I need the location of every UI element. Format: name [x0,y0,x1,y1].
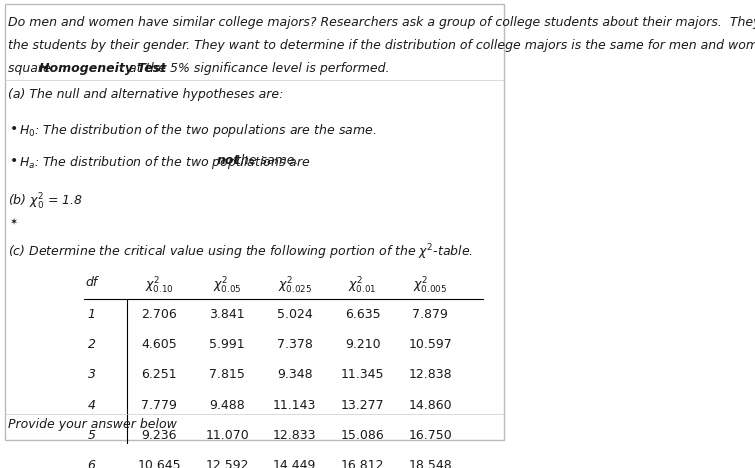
Text: 9.236: 9.236 [142,429,177,442]
Text: ✶: ✶ [9,217,17,227]
Text: 5.991: 5.991 [209,338,245,351]
Text: Provide your answer below: Provide your answer below [8,417,177,431]
Text: $\chi^2_{0.005}$: $\chi^2_{0.005}$ [413,276,448,296]
Text: 16.812: 16.812 [341,459,384,468]
Text: 16.750: 16.750 [408,429,452,442]
Text: $\chi^2_{0.01}$: $\chi^2_{0.01}$ [348,276,377,296]
Text: square: square [8,62,54,75]
Text: 10.597: 10.597 [408,338,452,351]
Text: $\chi^2_{0.10}$: $\chi^2_{0.10}$ [145,276,174,296]
Text: Homogeneity Test: Homogeneity Test [39,62,166,75]
Text: not: not [217,154,240,167]
Text: the students by their gender. They want to determine if the distribution of coll: the students by their gender. They want … [8,39,755,51]
Text: df: df [85,276,98,289]
Text: 9.210: 9.210 [345,338,381,351]
FancyBboxPatch shape [5,4,504,440]
Text: 13.277: 13.277 [341,399,384,412]
Text: 4: 4 [88,399,96,412]
Text: 6.251: 6.251 [142,368,177,381]
Text: 2: 2 [88,338,96,351]
Text: 10.645: 10.645 [137,459,181,468]
Text: 6: 6 [88,459,96,468]
Text: 7.815: 7.815 [209,368,245,381]
Text: 14.860: 14.860 [408,399,452,412]
Text: 6.635: 6.635 [345,308,381,321]
Text: •: • [10,154,18,168]
Text: 12.833: 12.833 [273,429,316,442]
Text: 7.378: 7.378 [277,338,313,351]
Text: 11.070: 11.070 [205,429,249,442]
Text: 5.024: 5.024 [277,308,313,321]
Text: 3: 3 [88,368,96,381]
Text: $\chi^2_{0.025}$: $\chi^2_{0.025}$ [278,276,312,296]
Text: (c) Determine the critical value using the following portion of the $\chi^2$-tab: (c) Determine the critical value using t… [8,242,473,262]
Text: 4.605: 4.605 [141,338,177,351]
Text: 9.488: 9.488 [209,399,245,412]
Text: $H_a$: The distribution of the two populations are: $H_a$: The distribution of the two popul… [20,154,312,171]
Text: 15.086: 15.086 [341,429,384,442]
Text: 5: 5 [88,429,96,442]
Text: $H_0$: The distribution of the two populations are the same.: $H_0$: The distribution of the two popul… [20,122,377,139]
Text: •: • [10,122,18,136]
Text: 12.838: 12.838 [408,368,452,381]
Text: (b) $\chi^2_0$ = 1.8: (b) $\chi^2_0$ = 1.8 [8,191,83,212]
Text: at the 5% significance level is performed.: at the 5% significance level is performe… [125,62,390,75]
Text: Do men and women have similar college majors? Researchers ask a group of college: Do men and women have similar college ma… [8,15,755,29]
Text: 7.879: 7.879 [412,308,448,321]
Text: 3.841: 3.841 [209,308,245,321]
Text: 1: 1 [88,308,96,321]
Text: 11.345: 11.345 [341,368,384,381]
Text: 11.143: 11.143 [273,399,316,412]
Text: 9.348: 9.348 [277,368,313,381]
Text: 12.592: 12.592 [205,459,249,468]
Text: $\chi^2_{0.05}$: $\chi^2_{0.05}$ [213,276,242,296]
Text: 7.779: 7.779 [141,399,177,412]
Text: 14.449: 14.449 [273,459,316,468]
Text: 2.706: 2.706 [141,308,177,321]
Text: the same.: the same. [233,154,299,167]
Text: 18.548: 18.548 [408,459,452,468]
Text: (a) The null and alternative hypotheses are:: (a) The null and alternative hypotheses … [8,88,283,102]
